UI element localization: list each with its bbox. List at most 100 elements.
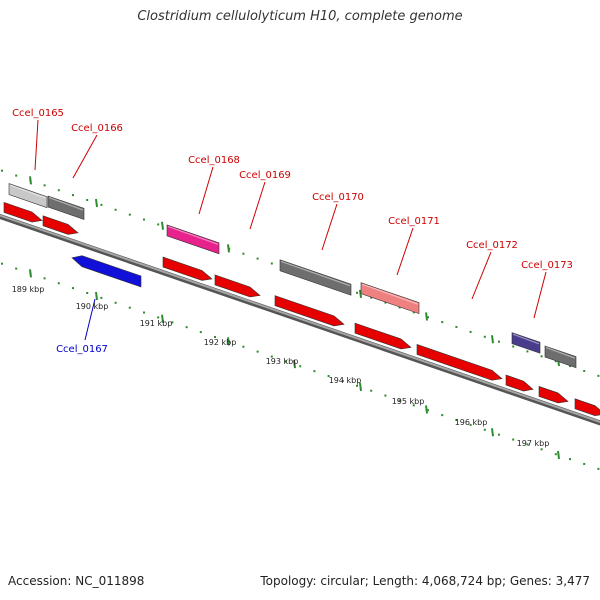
outer-dot [57,189,60,192]
cds-arrow-8 [505,374,534,392]
inner-dot [427,409,429,412]
kbp-label: 196 kbp [455,418,488,427]
inner-dot [1,262,3,265]
inner-dot [299,365,302,368]
outer-major-tick [29,176,32,185]
gene-label-ccel-0172: Ccel_0172 [466,240,518,251]
outer-dot [469,330,472,333]
kbp-label: 195 kbp [392,397,425,406]
inner-dot [341,379,344,382]
inner-major-tick [557,450,560,460]
outer-dot [15,174,18,177]
outer-dot [526,350,529,353]
outer-major-tick [359,289,362,298]
callout-line-ccel-0168 [198,166,214,215]
cds-arrow-3 [162,256,213,281]
gene-label-ccel-0171: Ccel_0171 [388,216,440,227]
kbp-label: 191 kbp [140,319,173,328]
inner-dot [313,370,316,373]
inner-dot [597,467,600,470]
cds-arrow-2 [42,215,79,235]
inner-major-tick [227,337,230,346]
gene-box-ccel-0173 [511,332,541,354]
outer-dot [86,198,89,201]
outer-major-tick [227,244,230,253]
gene-box-ccel-0168 [166,224,220,255]
outer-dot [270,262,273,265]
cds-arrow-7 [416,344,503,381]
gene-label-ccel-0167: Ccel_0167 [56,344,108,355]
inner-major-tick [359,382,362,391]
outer-dot [72,194,74,197]
inner-dot [185,326,188,329]
outer-dot [128,213,131,216]
gene-box-ccel-0170-sheen [280,260,351,287]
callout-line-ccel-0171 [396,227,414,276]
callout-line-ccel-0172 [471,251,492,300]
inner-dot [569,458,571,461]
gene-label-ccel-0173: Ccel_0173 [521,260,573,271]
cds-arrow-5 [274,295,345,327]
inner-dot [455,419,458,422]
backbone-highlight [0,214,600,423]
outer-dot [242,252,245,255]
inner-dot [57,282,60,285]
inner-dot [100,296,103,299]
outer-dot [583,369,586,372]
cds-arrow-6 [354,322,412,350]
inner-major-tick [293,360,296,369]
outer-dot [43,184,46,187]
gene-arrow-ccel-0167 [71,255,142,288]
outer-dot [356,291,358,294]
inner-major-tick [491,428,494,437]
kbp-label: 192 kbp [204,338,237,347]
gene-label-ccel-0170: Ccel_0170 [312,192,364,203]
callout-line-ccel-0167 [84,298,96,341]
inner-dot [15,267,18,270]
gene-label-ccel-0168: Ccel_0168 [188,155,240,166]
outer-dot [512,345,515,348]
outer-major-tick [95,198,98,208]
outer-tick-track [1,169,600,377]
map-title: Clostridium cellulolyticum H10, complete… [137,9,463,24]
callout-line-ccel-0173 [533,271,547,319]
inner-dot [540,448,543,451]
inner-dot [171,321,174,324]
inner-tick-track [1,262,600,470]
inner-dot [498,433,500,436]
kbp-label: 193 kbp [266,357,299,366]
inner-dot [356,384,358,387]
inner-major-tick [95,291,98,301]
inner-dot [72,287,74,290]
gene-box-ccel-0165 [8,183,48,209]
gene-box-ccel-0166-sheen [48,196,84,211]
outer-dot [597,374,600,377]
outer-dot [498,340,500,343]
gene-box-ccel-0173-sheen [512,333,540,345]
inner-dot [398,399,401,402]
kbp-label: 194 kbp [329,376,362,385]
inner-dot [86,291,89,294]
inner-dot [270,355,273,358]
genome-backbone [0,213,600,426]
inner-dot [512,438,515,441]
outer-dot [441,321,444,324]
gene-label-ccel-0166: Ccel_0166 [71,123,123,134]
inner-dot [143,311,145,314]
cds-arrow-9 [538,385,569,404]
genome-summary-text: Topology: circular; Length: 4,068,724 bp… [260,574,590,588]
outer-dot [1,169,3,172]
kbp-label: 197 kbp [517,439,550,448]
outer-major-tick [161,221,164,230]
inner-dot [469,423,472,426]
gene-label-ccel-0169: Ccel_0169 [239,170,291,181]
gene-label-layer: Ccel_0165 Ccel_0166 Ccel_0168 Ccel_0169 Ccel… [12,108,573,355]
inner-dot [583,462,586,465]
outer-dot [384,301,387,304]
outer-dot [256,257,259,260]
inner-dot [554,453,557,456]
callout-line-ccel-0169 [249,181,266,230]
inner-dot [214,335,216,338]
inner-major-tick [161,314,164,323]
